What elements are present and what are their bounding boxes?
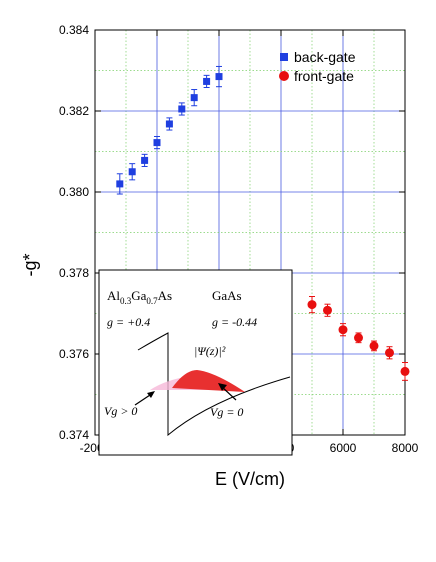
data-point-front-gate bbox=[385, 348, 394, 358]
data-point-front-gate bbox=[323, 305, 332, 315]
legend: back-gate front-gate bbox=[279, 49, 356, 84]
series-back-gate bbox=[116, 65, 223, 195]
data-point-back-gate bbox=[203, 77, 211, 85]
y-tick-label: 0.376 bbox=[59, 347, 89, 361]
inset-diagram: Al0.3Ga0.7As GaAs g = +0.4 g = -0.44 |Ψ(… bbox=[98, 269, 293, 456]
data-point-front-gate bbox=[307, 300, 317, 310]
y-tick-label: 0.374 bbox=[59, 428, 89, 442]
inset-gaas-label: GaAs bbox=[212, 288, 242, 303]
inset-vg-zero: Vg = 0 bbox=[210, 405, 243, 419]
wavefunction-vg-zero bbox=[172, 370, 245, 392]
inset-g-right: g = -0.44 bbox=[212, 315, 257, 329]
data-point-front-gate bbox=[338, 325, 348, 335]
data-point-back-gate bbox=[141, 156, 149, 164]
y-tick-label: 0.380 bbox=[59, 185, 89, 199]
y-tick-label: 0.382 bbox=[59, 104, 89, 118]
data-point-back-gate bbox=[215, 73, 223, 81]
inset-psi-label: |Ψ(z)|² bbox=[194, 344, 226, 358]
data-point-back-gate bbox=[128, 168, 136, 176]
inset-alga-label: Al0.3Ga0.7As bbox=[107, 288, 172, 306]
y-axis-title: -g* bbox=[20, 253, 40, 276]
y-tick-label: 0.378 bbox=[59, 266, 89, 280]
x-tick-label: 8000 bbox=[392, 441, 419, 455]
inset-vg-pos: Vg > 0 bbox=[104, 404, 137, 418]
x-axis-title: E (V/cm) bbox=[215, 469, 285, 489]
arrow-vg-pos-head bbox=[147, 391, 155, 398]
data-point-front-gate bbox=[369, 341, 379, 351]
x-tick-label: 6000 bbox=[330, 441, 357, 455]
arrow-vg-zero-head bbox=[218, 383, 227, 391]
band-potential-left bbox=[137, 332, 291, 437]
data-point-front-gate bbox=[400, 366, 410, 376]
legend-label-back-gate: back-gate bbox=[294, 49, 356, 65]
inset-g-left: g = +0.4 bbox=[107, 315, 150, 329]
legend-marker-back-gate bbox=[280, 53, 288, 61]
series-front-gate bbox=[307, 295, 410, 381]
inset-frame bbox=[98, 269, 293, 456]
data-point-back-gate bbox=[190, 94, 198, 102]
data-point-back-gate bbox=[153, 139, 161, 147]
data-point-back-gate bbox=[165, 120, 173, 128]
data-point-back-gate bbox=[116, 180, 124, 188]
legend-marker-front-gate bbox=[279, 71, 289, 81]
y-tick-label: 0.384 bbox=[59, 23, 89, 37]
data-point-back-gate bbox=[178, 105, 186, 113]
data-point-front-gate bbox=[354, 333, 363, 343]
legend-label-front-gate: front-gate bbox=[294, 68, 354, 84]
